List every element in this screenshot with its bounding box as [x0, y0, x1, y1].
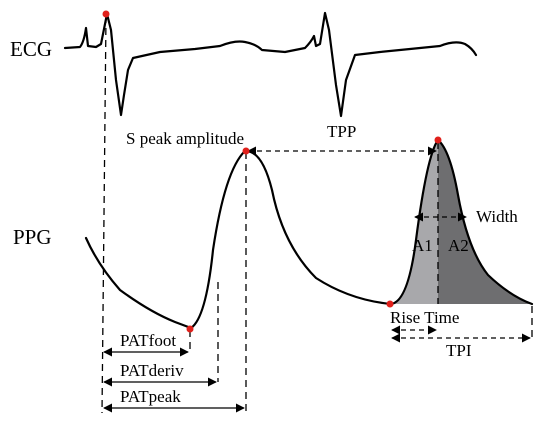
- pat-foot-label: PATfoot: [120, 331, 176, 350]
- tpi-label: TPI: [446, 341, 472, 360]
- a1-label: A1: [412, 236, 433, 255]
- tpp-label: TPP: [327, 122, 356, 141]
- pat-deriv-label: PATderiv: [120, 361, 184, 380]
- ppg-trace: [84, 138, 534, 330]
- area-a1: [391, 140, 438, 304]
- rise-time-label: Rise Time: [390, 308, 459, 327]
- width-label: Width: [476, 207, 518, 226]
- ppg-peak-marker: [242, 147, 250, 155]
- ecg-r-peak-marker: [102, 10, 110, 18]
- s-peak-amplitude-label: S peak amplitude: [126, 129, 244, 148]
- a2-label: A2: [448, 236, 469, 255]
- ecg-r-peak-dashed-line: [101, 15, 107, 414]
- ppg-foot-marker: [186, 325, 194, 333]
- pat-peak-label: PATpeak: [120, 387, 181, 406]
- ppg-peak-marker-2: [434, 136, 442, 144]
- ppg-foot-marker-2: [386, 300, 394, 308]
- area-a2: [438, 140, 532, 304]
- ecg-label: ECG: [10, 37, 52, 61]
- ecg-trace: [63, 11, 478, 118]
- ppg-label: PPG: [13, 225, 52, 249]
